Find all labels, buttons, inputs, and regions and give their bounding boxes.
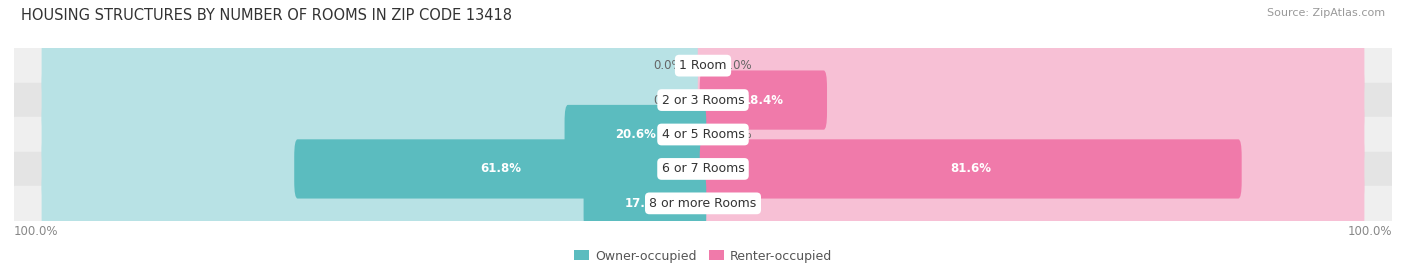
Bar xyxy=(14,186,1392,221)
FancyBboxPatch shape xyxy=(565,105,706,164)
FancyBboxPatch shape xyxy=(697,161,1364,246)
FancyBboxPatch shape xyxy=(42,23,709,108)
Text: 61.8%: 61.8% xyxy=(479,162,520,175)
Text: 0.0%: 0.0% xyxy=(654,59,683,72)
FancyBboxPatch shape xyxy=(42,127,709,211)
Text: 6 or 7 Rooms: 6 or 7 Rooms xyxy=(662,162,744,175)
Text: 81.6%: 81.6% xyxy=(950,162,991,175)
Text: 17.7%: 17.7% xyxy=(624,197,665,210)
FancyBboxPatch shape xyxy=(42,161,709,246)
Text: 1 Room: 1 Room xyxy=(679,59,727,72)
Bar xyxy=(14,152,1392,186)
FancyBboxPatch shape xyxy=(700,70,827,130)
FancyBboxPatch shape xyxy=(42,92,709,177)
FancyBboxPatch shape xyxy=(697,127,1364,211)
FancyBboxPatch shape xyxy=(697,92,1364,177)
Text: 8 or more Rooms: 8 or more Rooms xyxy=(650,197,756,210)
Text: HOUSING STRUCTURES BY NUMBER OF ROOMS IN ZIP CODE 13418: HOUSING STRUCTURES BY NUMBER OF ROOMS IN… xyxy=(21,8,512,23)
Text: 0.0%: 0.0% xyxy=(723,197,752,210)
Text: 0.0%: 0.0% xyxy=(654,94,683,107)
Legend: Owner-occupied, Renter-occupied: Owner-occupied, Renter-occupied xyxy=(574,250,832,263)
Text: 20.6%: 20.6% xyxy=(614,128,655,141)
FancyBboxPatch shape xyxy=(42,58,709,142)
Bar xyxy=(14,117,1392,152)
Bar xyxy=(14,48,1392,83)
Text: 18.4%: 18.4% xyxy=(742,94,785,107)
FancyBboxPatch shape xyxy=(697,58,1364,142)
Text: 2 or 3 Rooms: 2 or 3 Rooms xyxy=(662,94,744,107)
Bar xyxy=(14,83,1392,117)
FancyBboxPatch shape xyxy=(700,139,1241,199)
Text: 0.0%: 0.0% xyxy=(723,59,752,72)
Text: Source: ZipAtlas.com: Source: ZipAtlas.com xyxy=(1267,8,1385,18)
Text: 4 or 5 Rooms: 4 or 5 Rooms xyxy=(662,128,744,141)
FancyBboxPatch shape xyxy=(583,174,706,233)
Text: 100.0%: 100.0% xyxy=(14,225,59,238)
Text: 100.0%: 100.0% xyxy=(1347,225,1392,238)
FancyBboxPatch shape xyxy=(697,23,1364,108)
Text: 0.0%: 0.0% xyxy=(723,128,752,141)
FancyBboxPatch shape xyxy=(294,139,706,199)
